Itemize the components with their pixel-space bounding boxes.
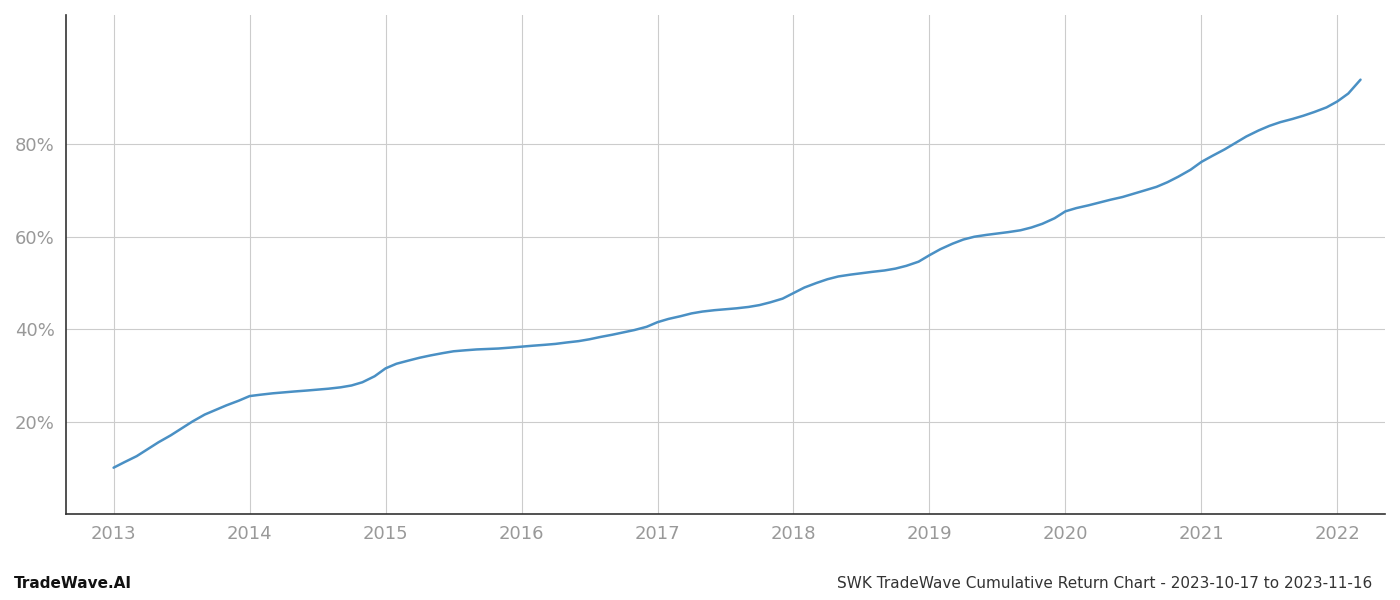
Text: TradeWave.AI: TradeWave.AI — [14, 576, 132, 591]
Text: SWK TradeWave Cumulative Return Chart - 2023-10-17 to 2023-11-16: SWK TradeWave Cumulative Return Chart - … — [837, 576, 1372, 591]
